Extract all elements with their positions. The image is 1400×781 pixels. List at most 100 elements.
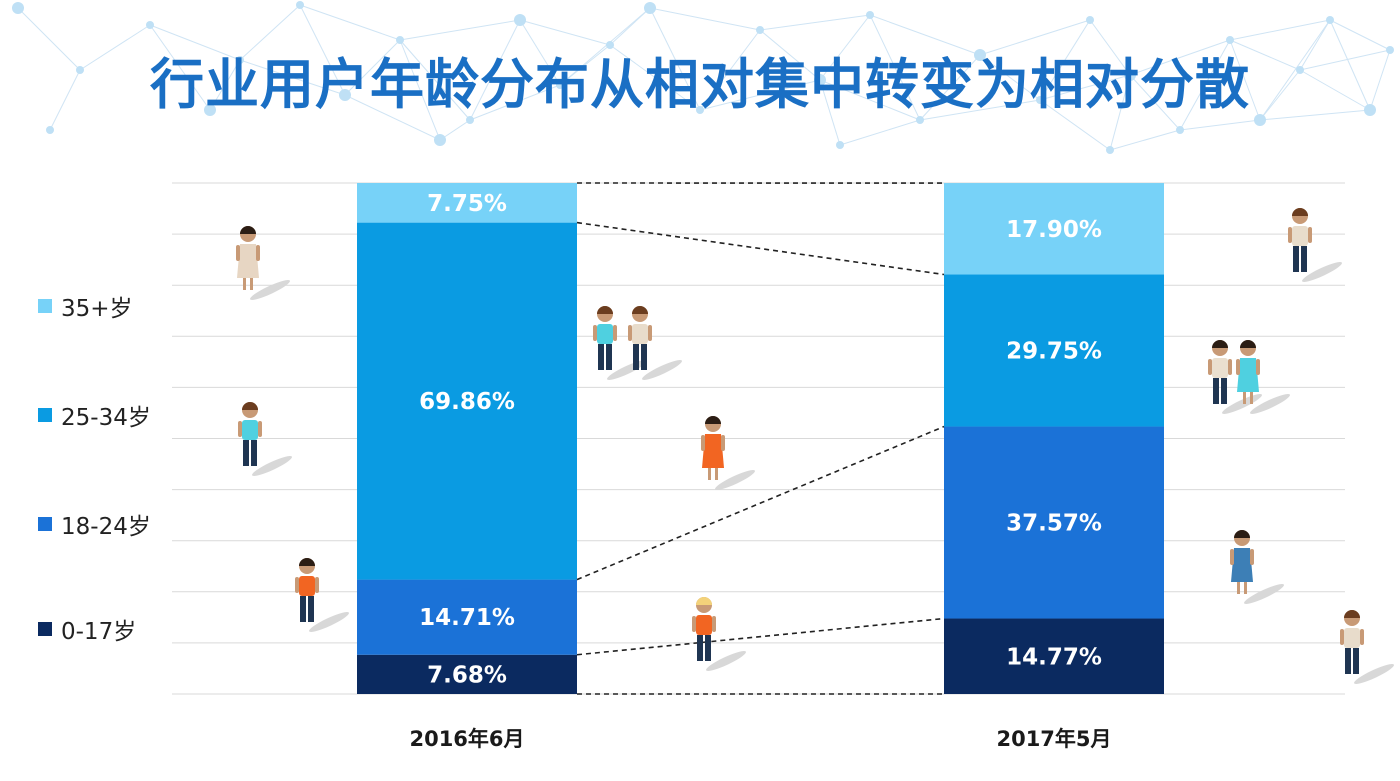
gridlines [172,182,1345,695]
network-line [1039,99,1111,151]
network-node [204,104,216,116]
connector-line [576,425,945,581]
network-line [344,94,441,141]
data-label: 37.57% [1006,511,1102,537]
network-line [1229,39,1261,121]
x-tick-label: 2016年6月 [409,727,524,751]
network-line [759,29,821,81]
person-icon [701,416,756,490]
network-line [399,19,521,41]
person-icon [236,226,291,300]
legend-item-25-34: 25-34岁 [38,398,151,432]
network-node [1036,96,1044,104]
person-icon [295,558,350,632]
network-node [1364,104,1376,116]
network-line [399,39,441,141]
network-node [396,36,404,44]
network-line [519,19,561,86]
network-node [916,116,924,124]
data-label: 29.75% [1006,339,1102,365]
network-node [836,141,844,149]
network-line [469,19,521,121]
network-lines [12,1,1394,154]
network-line [1039,74,1131,101]
network-line [1129,39,1231,76]
network-line [344,39,401,96]
data-label: 7.75% [427,191,507,217]
network-line [79,24,151,71]
data-label: 7.68% [427,662,507,688]
legend-label: 35+岁 [61,296,133,322]
network-node [1296,66,1304,74]
bar-segment [944,183,1164,275]
network-node [12,2,24,14]
bar-segment [944,274,1164,427]
network-line [1299,69,1371,111]
network-line [1179,119,1261,131]
network-line [1299,49,1391,71]
network-line [1369,49,1391,111]
page-title: 行业用户年龄分布从相对集中转变为相对分散 [150,53,1250,116]
network-node [556,81,564,89]
network-node [1124,69,1136,81]
network-node [644,2,656,14]
network-node [466,116,474,124]
network-line [299,4,346,96]
legend-item-18-24: 18-24岁 [38,507,151,541]
network-line [1109,129,1181,151]
network-line [919,54,981,121]
bar-segment [357,222,577,580]
legend-swatch [38,517,52,531]
bar-segment [944,618,1164,694]
network-node [339,89,351,101]
legend-item-35-plus: 35+岁 [38,289,133,323]
network-line [609,7,651,46]
network-line [1329,19,1371,111]
network-line [979,54,1041,101]
data-label: 14.77% [1006,644,1102,670]
data-label: 17.90% [1006,217,1102,243]
person-icon [628,306,683,380]
connector-line [576,221,945,276]
network-line [399,39,471,121]
network-line [869,14,921,121]
network-line [1299,19,1331,71]
legend-item-0-17: 0-17岁 [38,612,136,646]
legend-swatch [38,299,52,313]
bar-segment [357,579,577,655]
network-node [1176,126,1184,134]
network-line [519,19,611,46]
network-node [866,11,874,19]
legend-swatch [38,408,52,422]
network-line [299,4,401,41]
network-line [1129,74,1181,131]
network-line [869,14,981,56]
network-node [514,14,526,26]
network-node [696,106,704,114]
network-node [1386,46,1394,54]
network-line [439,119,471,141]
network-node [974,49,986,61]
network-line [819,14,871,81]
network-line [49,69,81,131]
network-line [17,7,81,71]
data-label: 69.86% [419,389,515,415]
network-line [1229,19,1331,41]
network-node [1106,146,1114,154]
network-node [236,56,244,64]
network-line [839,119,921,146]
network-line [1259,109,1371,121]
network-line [609,44,701,111]
network-line [819,79,921,121]
legend-label: 25-34岁 [61,405,151,431]
network-line [699,79,821,111]
person-icon [1230,530,1285,604]
network-line [469,84,561,121]
person-icon [238,402,293,476]
network-line [1229,39,1301,71]
person-icon [1288,208,1343,282]
network-node [606,41,614,49]
network-line [149,24,211,111]
network-line [919,99,1041,121]
